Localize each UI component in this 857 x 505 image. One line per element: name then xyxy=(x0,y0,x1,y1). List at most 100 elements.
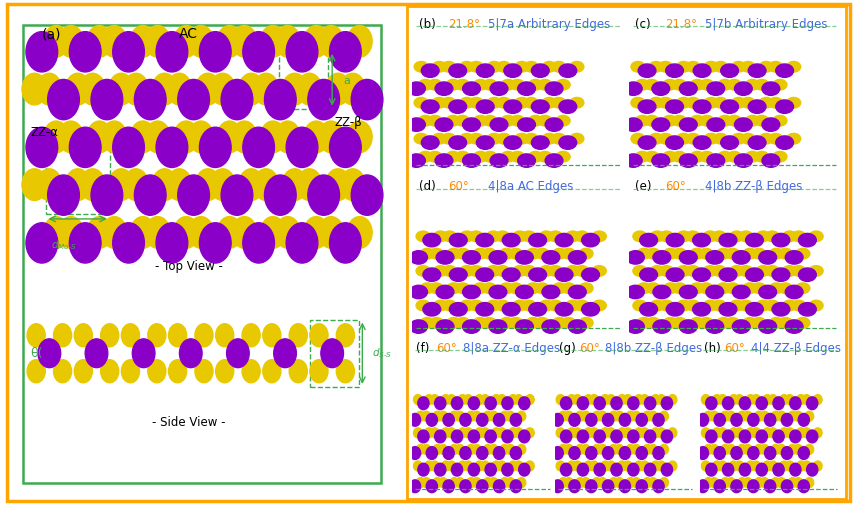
Circle shape xyxy=(794,444,802,454)
Circle shape xyxy=(545,154,563,167)
Circle shape xyxy=(474,152,488,162)
Circle shape xyxy=(701,428,710,438)
Circle shape xyxy=(485,397,496,410)
Circle shape xyxy=(721,136,739,149)
Text: 4|8b ZZ-β Edges: 4|8b ZZ-β Edges xyxy=(705,180,803,193)
Circle shape xyxy=(428,79,442,90)
Circle shape xyxy=(483,152,497,162)
Circle shape xyxy=(555,233,573,247)
Circle shape xyxy=(463,250,481,264)
Circle shape xyxy=(777,411,786,421)
Circle shape xyxy=(584,428,593,438)
Circle shape xyxy=(626,411,635,421)
Circle shape xyxy=(579,283,593,293)
Circle shape xyxy=(594,397,605,410)
Text: 4|4 ZZ-β Edges: 4|4 ZZ-β Edges xyxy=(751,342,841,355)
Circle shape xyxy=(449,268,467,281)
Circle shape xyxy=(601,394,609,405)
Circle shape xyxy=(759,133,773,144)
Circle shape xyxy=(722,397,734,410)
Circle shape xyxy=(423,268,440,281)
Circle shape xyxy=(433,478,441,487)
Circle shape xyxy=(721,100,739,113)
Circle shape xyxy=(447,394,456,405)
Circle shape xyxy=(686,300,700,311)
Circle shape xyxy=(755,79,769,90)
Circle shape xyxy=(712,300,726,311)
Circle shape xyxy=(650,231,664,241)
Circle shape xyxy=(113,32,144,72)
Circle shape xyxy=(700,152,714,162)
Text: 60°: 60° xyxy=(578,342,599,355)
Circle shape xyxy=(719,268,737,281)
Circle shape xyxy=(548,231,562,241)
Text: (c): (c) xyxy=(635,18,651,31)
Circle shape xyxy=(429,248,443,259)
Circle shape xyxy=(464,428,473,438)
Text: - Side View -: - Side View - xyxy=(153,416,225,429)
Circle shape xyxy=(469,97,483,108)
Circle shape xyxy=(449,302,467,316)
Circle shape xyxy=(243,127,274,168)
Circle shape xyxy=(712,428,722,438)
Circle shape xyxy=(26,32,57,72)
Circle shape xyxy=(439,411,447,421)
Circle shape xyxy=(704,478,713,487)
Circle shape xyxy=(423,302,440,316)
Circle shape xyxy=(44,25,69,57)
Circle shape xyxy=(261,217,285,248)
Circle shape xyxy=(649,62,663,72)
Circle shape xyxy=(731,414,742,426)
Circle shape xyxy=(509,461,518,471)
Circle shape xyxy=(625,118,642,131)
Circle shape xyxy=(785,250,803,264)
Circle shape xyxy=(809,266,823,276)
Circle shape xyxy=(813,394,822,405)
Circle shape xyxy=(511,79,524,90)
Circle shape xyxy=(458,428,467,438)
Circle shape xyxy=(420,283,434,293)
Circle shape xyxy=(623,428,632,438)
Circle shape xyxy=(261,25,285,57)
Circle shape xyxy=(468,463,479,476)
Circle shape xyxy=(522,300,536,311)
Circle shape xyxy=(770,248,783,259)
Text: 5|7a Arbitrary Edges: 5|7a Arbitrary Edges xyxy=(488,18,611,31)
Circle shape xyxy=(489,478,498,487)
Circle shape xyxy=(609,478,618,487)
Circle shape xyxy=(794,478,802,487)
Circle shape xyxy=(195,360,213,383)
Circle shape xyxy=(668,394,677,405)
Circle shape xyxy=(739,231,752,241)
Circle shape xyxy=(704,231,717,241)
Circle shape xyxy=(417,266,430,276)
Circle shape xyxy=(677,97,691,108)
Circle shape xyxy=(531,100,549,113)
Circle shape xyxy=(243,32,274,72)
Circle shape xyxy=(771,478,780,487)
Circle shape xyxy=(464,461,473,471)
Circle shape xyxy=(561,283,576,293)
Circle shape xyxy=(481,428,489,438)
Circle shape xyxy=(434,266,447,276)
Circle shape xyxy=(794,411,802,421)
Circle shape xyxy=(514,461,523,471)
Circle shape xyxy=(347,217,372,248)
Circle shape xyxy=(637,318,651,328)
Circle shape xyxy=(435,154,452,167)
Circle shape xyxy=(492,428,500,438)
Circle shape xyxy=(518,430,530,443)
Circle shape xyxy=(489,250,506,264)
Circle shape xyxy=(552,480,563,493)
Circle shape xyxy=(611,430,622,443)
Circle shape xyxy=(714,480,725,493)
Circle shape xyxy=(410,414,421,426)
Circle shape xyxy=(773,430,784,443)
Circle shape xyxy=(602,480,614,493)
Circle shape xyxy=(698,414,709,426)
Circle shape xyxy=(189,217,213,248)
Circle shape xyxy=(692,233,710,247)
Circle shape xyxy=(492,461,500,471)
Circle shape xyxy=(752,248,766,259)
Circle shape xyxy=(652,82,669,95)
